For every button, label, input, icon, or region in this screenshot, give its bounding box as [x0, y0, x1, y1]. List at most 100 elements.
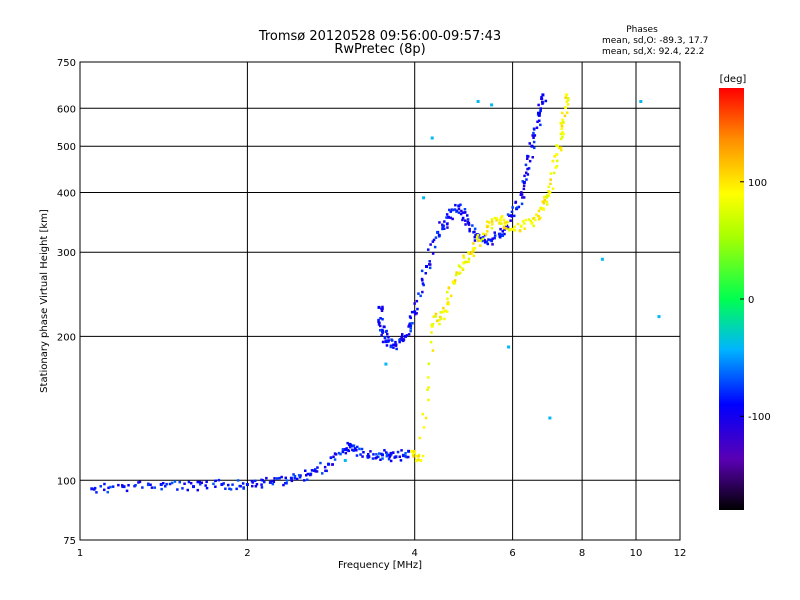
data-point	[441, 225, 444, 229]
data-point	[395, 347, 398, 351]
data-point	[282, 483, 285, 487]
data-point	[474, 234, 477, 237]
data-point	[425, 265, 428, 268]
data-point	[398, 455, 401, 458]
data-point	[549, 172, 553, 175]
data-point	[360, 447, 364, 451]
data-point	[448, 208, 451, 212]
data-point	[565, 93, 568, 97]
y-tick-label: 300	[57, 248, 76, 259]
data-point	[538, 111, 541, 115]
data-point	[379, 329, 382, 332]
data-point	[260, 486, 264, 489]
y-tick-label: 400	[57, 189, 76, 200]
data-point	[551, 160, 555, 163]
data-point	[451, 280, 455, 284]
data-point	[475, 235, 479, 239]
data-point	[404, 452, 407, 455]
data-point	[462, 254, 465, 258]
data-point	[260, 478, 263, 482]
data-point	[447, 215, 450, 219]
data-point	[251, 481, 254, 484]
data-point	[546, 194, 549, 198]
data-point	[107, 486, 110, 490]
data-point	[457, 207, 461, 211]
data-point	[273, 477, 276, 480]
data-point	[285, 482, 288, 485]
data-point	[354, 447, 357, 450]
data-point	[362, 451, 365, 454]
data-point	[178, 480, 181, 484]
data-point	[552, 171, 556, 175]
data-point	[554, 166, 557, 169]
data-point	[555, 144, 558, 147]
data-point	[522, 187, 526, 191]
data-point	[407, 325, 410, 328]
data-point	[424, 416, 428, 420]
data-point	[518, 229, 522, 233]
data-point	[292, 473, 295, 476]
data-point	[451, 217, 454, 221]
data-point	[407, 455, 410, 459]
data-point	[539, 109, 542, 113]
data-point	[443, 220, 446, 223]
data-point	[466, 214, 469, 217]
data-point	[229, 488, 233, 491]
data-point	[313, 469, 316, 472]
data-point	[138, 480, 142, 484]
data-point	[306, 478, 309, 481]
data-point	[386, 332, 389, 336]
data-point	[445, 216, 448, 219]
data-point	[556, 159, 559, 163]
data-point	[526, 157, 529, 160]
data-point	[150, 486, 154, 489]
data-point	[513, 214, 516, 218]
data-point	[198, 480, 201, 484]
data-point	[306, 472, 309, 476]
data-point	[535, 126, 539, 129]
data-point	[522, 184, 526, 187]
data-point	[461, 211, 464, 214]
data-point	[560, 124, 564, 127]
data-point	[600, 257, 604, 261]
data-point	[530, 144, 534, 148]
data-point	[528, 142, 531, 145]
data-point	[168, 482, 172, 486]
data-point	[242, 487, 245, 490]
data-point	[231, 483, 234, 486]
data-point	[431, 252, 435, 255]
data-point	[446, 226, 449, 229]
data-point	[429, 243, 432, 246]
data-point	[381, 305, 384, 309]
data-point	[530, 221, 534, 225]
y-axis: 75 100 200 300 400 500 600 750	[57, 58, 76, 547]
data-point	[559, 146, 563, 149]
data-point	[564, 96, 567, 99]
data-point	[334, 453, 338, 456]
x-axis-label: Frequency [MHz]	[338, 560, 422, 571]
data-point	[379, 324, 382, 328]
data-point	[522, 196, 526, 199]
data-point	[352, 449, 355, 452]
data-point	[228, 487, 231, 490]
data-point	[196, 480, 199, 484]
data-point	[491, 243, 494, 246]
data-point	[341, 448, 345, 451]
data-point	[520, 193, 524, 196]
data-point	[375, 456, 378, 459]
data-point	[369, 450, 372, 453]
data-point	[299, 474, 302, 477]
data-point	[534, 218, 537, 222]
data-point	[339, 452, 342, 456]
data-point	[181, 487, 184, 490]
data-point	[438, 221, 441, 224]
data-point	[417, 455, 420, 458]
data-point	[471, 224, 474, 227]
data-point	[222, 482, 225, 485]
data-point	[443, 317, 446, 321]
data-point	[325, 469, 328, 473]
x-tick-label: 1	[77, 548, 83, 559]
data-point	[428, 266, 432, 270]
data-point	[381, 331, 384, 334]
data-point	[516, 206, 519, 209]
